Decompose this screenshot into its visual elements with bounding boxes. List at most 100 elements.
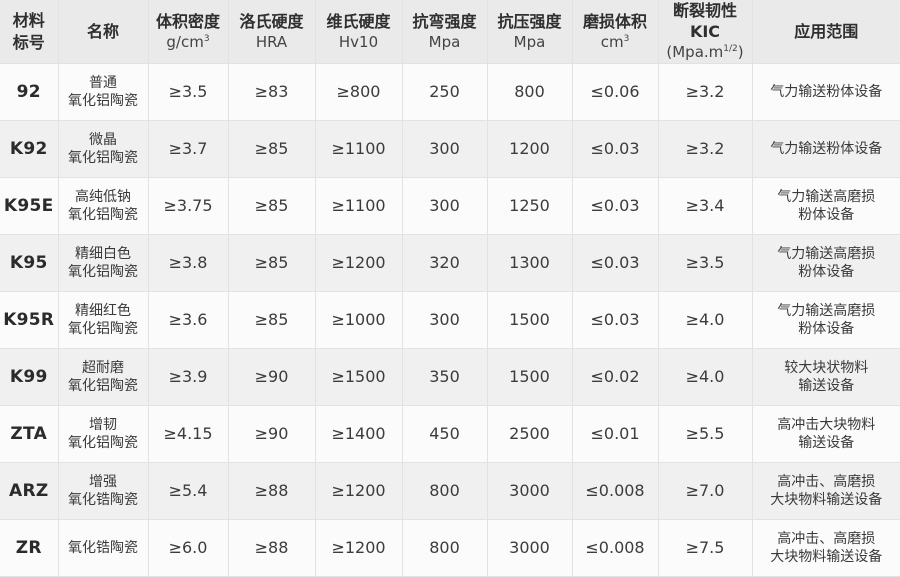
column-header-title: 维氏硬度: [326, 11, 391, 31]
cell-application-scope: 气力输送高磨损 粉体设备: [752, 234, 900, 293]
column-header-kic: 断裂韧性KIC (Mpa.m1/2): [658, 0, 753, 65]
column-header-unit-superscript: 3: [203, 33, 210, 44]
cell-application-scope-line2: 输送设备: [798, 378, 855, 395]
cell-compressive-strength: 3000: [487, 519, 573, 577]
cell-fracture-toughness: ≥3.2: [658, 63, 753, 122]
column-header-title: 洛氏硬度: [239, 11, 304, 31]
cell-wear-volume: ≤0.06: [572, 63, 659, 122]
cell-compressive-strength: 1300: [487, 234, 573, 293]
cell-material-code: K92: [0, 120, 59, 179]
column-header-title: 体积密度: [155, 11, 220, 31]
cell-wear-volume: ≤0.01: [572, 405, 659, 464]
cell-rockwell-hardness: ≥90: [228, 348, 316, 407]
cell-compressive-strength: 1250: [487, 177, 573, 236]
cell-compressive-strength: 1200: [487, 120, 573, 179]
cell-application-scope-line2: 粉体设备: [798, 207, 855, 224]
cell-application-scope-line1: 气力输送高磨损: [777, 302, 876, 319]
column-header-unit: g/cm3: [151, 33, 226, 53]
cell-vickers-hardness: ≥1200: [315, 234, 403, 293]
cell-compressive-strength: 3000: [487, 462, 573, 521]
column-header-unit-tail: ): [737, 43, 744, 62]
cell-compressive-strength: 800: [487, 63, 573, 122]
cell-vickers-hardness: ≥1100: [315, 177, 403, 236]
table-row: K95R 精细红色 氧化铝陶瓷 ≥3.6 ≥85 ≥1000 300 1500 ≤0.03 ≥4.…: [0, 291, 900, 350]
cell-material-name-line1: 增韧: [89, 416, 117, 433]
column-header-unit-text: Mpa: [428, 32, 461, 51]
cell-application-scope: 气力输送高磨损 粉体设备: [752, 177, 900, 236]
cell-rockwell-hardness: ≥88: [228, 519, 316, 577]
cell-wear-volume: ≤0.03: [572, 120, 659, 179]
cell-material-name-line1: 增强: [89, 473, 117, 490]
cell-material-name-line2: 氧化铝陶瓷: [68, 93, 138, 110]
cell-fracture-toughness: ≥4.0: [658, 291, 753, 350]
cell-material-code: ZR: [0, 519, 59, 577]
cell-fracture-toughness: ≥3.2: [658, 120, 753, 179]
cell-compressive-strength: 1500: [487, 348, 573, 407]
column-header-dens: 体积密度 g/cm3: [148, 0, 229, 65]
cell-material-name-line2: 氧化铝陶瓷: [68, 435, 138, 452]
cell-flexural-strength: 320: [402, 234, 488, 293]
cell-flexural-strength: 800: [402, 462, 488, 521]
table-row: K99 超耐磨 氧化铝陶瓷 ≥3.9 ≥90 ≥1500 350 1500 ≤0.02 ≥4.0 较…: [0, 348, 900, 407]
cell-application-scope: 高冲击、高磨损 大块物料输送设备: [752, 462, 900, 521]
cell-material-name-line1: 氧化锆陶瓷: [68, 539, 138, 556]
column-header-unit-superscript: 3: [623, 33, 630, 44]
cell-fracture-toughness: ≥3.5: [658, 234, 753, 293]
cell-wear-volume: ≤0.03: [572, 177, 659, 236]
cell-rockwell-hardness: ≥88: [228, 462, 316, 521]
cell-application-scope-line1: 高冲击、高磨损: [777, 530, 876, 547]
cell-material-name: 精细白色 氧化铝陶瓷: [58, 234, 149, 293]
cell-material-code: 92: [0, 63, 59, 122]
cell-application-scope: 较大块状物料 输送设备: [752, 348, 900, 407]
cell-material-name-line2: 氧化铝陶瓷: [68, 264, 138, 281]
cell-wear-volume: ≤0.03: [572, 234, 659, 293]
cell-fracture-toughness: ≥7.0: [658, 462, 753, 521]
column-header-unit-text: g/cm: [166, 32, 204, 51]
cell-rockwell-hardness: ≥85: [228, 177, 316, 236]
column-header-title: 磨损体积: [582, 11, 647, 31]
cell-fracture-toughness: ≥5.5: [658, 405, 753, 464]
cell-application-scope-line2: 输送设备: [798, 435, 855, 452]
cell-application-scope-line1: 气力输送粉体设备: [770, 83, 883, 100]
cell-wear-volume: ≤0.008: [572, 519, 659, 577]
cell-material-name-line2: 氧化铝陶瓷: [68, 150, 138, 167]
cell-material-code: K95R: [0, 291, 59, 350]
column-header-app: 应用范围: [752, 0, 900, 65]
cell-material-name: 氧化锆陶瓷: [58, 519, 149, 577]
column-header-unit-text: Mpa: [513, 32, 546, 51]
cell-wear-volume: ≤0.03: [572, 291, 659, 350]
column-header-title: 名称: [86, 21, 119, 41]
cell-flexural-strength: 300: [402, 120, 488, 179]
cell-application-scope: 高冲击大块物料 输送设备: [752, 405, 900, 464]
cell-material-name: 增韧 氧化铝陶瓷: [58, 405, 149, 464]
cell-vickers-hardness: ≥1200: [315, 462, 403, 521]
cell-vickers-hardness: ≥1100: [315, 120, 403, 179]
table-row: K92 微晶 氧化铝陶瓷 ≥3.7 ≥85 ≥1100 300 1200 ≤0.03 ≥3.2 气力…: [0, 120, 900, 179]
table-row: ZR 氧化锆陶瓷 ≥6.0 ≥88 ≥1200 800 3000 ≤0.008 ≥7.5 高冲击、…: [0, 519, 900, 577]
cell-material-name-line2: 氧化铝陶瓷: [68, 378, 138, 395]
cell-flexural-strength: 800: [402, 519, 488, 577]
column-header-unit-text: cm: [600, 32, 624, 51]
cell-application-scope-line1: 气力输送粉体设备: [770, 140, 883, 157]
cell-application-scope-line1: 高冲击大块物料: [777, 416, 876, 433]
cell-application-scope-line2: 大块物料输送设备: [770, 492, 883, 509]
cell-wear-volume: ≤0.02: [572, 348, 659, 407]
cell-vickers-hardness: ≥800: [315, 63, 403, 122]
cell-bulk-density: ≥3.75: [148, 177, 229, 236]
cell-material-name: 高纯低钠 氧化铝陶瓷: [58, 177, 149, 236]
cell-application-scope-line2: 粉体设备: [798, 264, 855, 281]
column-header-unit: Mpa: [405, 33, 485, 53]
cell-application-scope: 气力输送粉体设备: [752, 120, 900, 179]
cell-flexural-strength: 450: [402, 405, 488, 464]
cell-rockwell-hardness: ≥83: [228, 63, 316, 122]
cell-flexural-strength: 300: [402, 177, 488, 236]
column-header-unit-text: HRA: [255, 32, 288, 51]
cell-material-name: 超耐磨 氧化铝陶瓷: [58, 348, 149, 407]
table-row: K95 精细白色 氧化铝陶瓷 ≥3.8 ≥85 ≥1200 320 1300 ≤0.03 ≥3.5…: [0, 234, 900, 293]
table-row: 92 普通 氧化铝陶瓷 ≥3.5 ≥83 ≥800 250 800 ≤0.06 ≥3.2 气力输送粉…: [0, 63, 900, 122]
cell-bulk-density: ≥6.0: [148, 519, 229, 577]
column-header-unit-text: Hv10: [338, 32, 379, 51]
cell-bulk-density: ≥4.15: [148, 405, 229, 464]
cell-flexural-strength: 250: [402, 63, 488, 122]
cell-application-scope-line2: 粉体设备: [798, 321, 855, 338]
